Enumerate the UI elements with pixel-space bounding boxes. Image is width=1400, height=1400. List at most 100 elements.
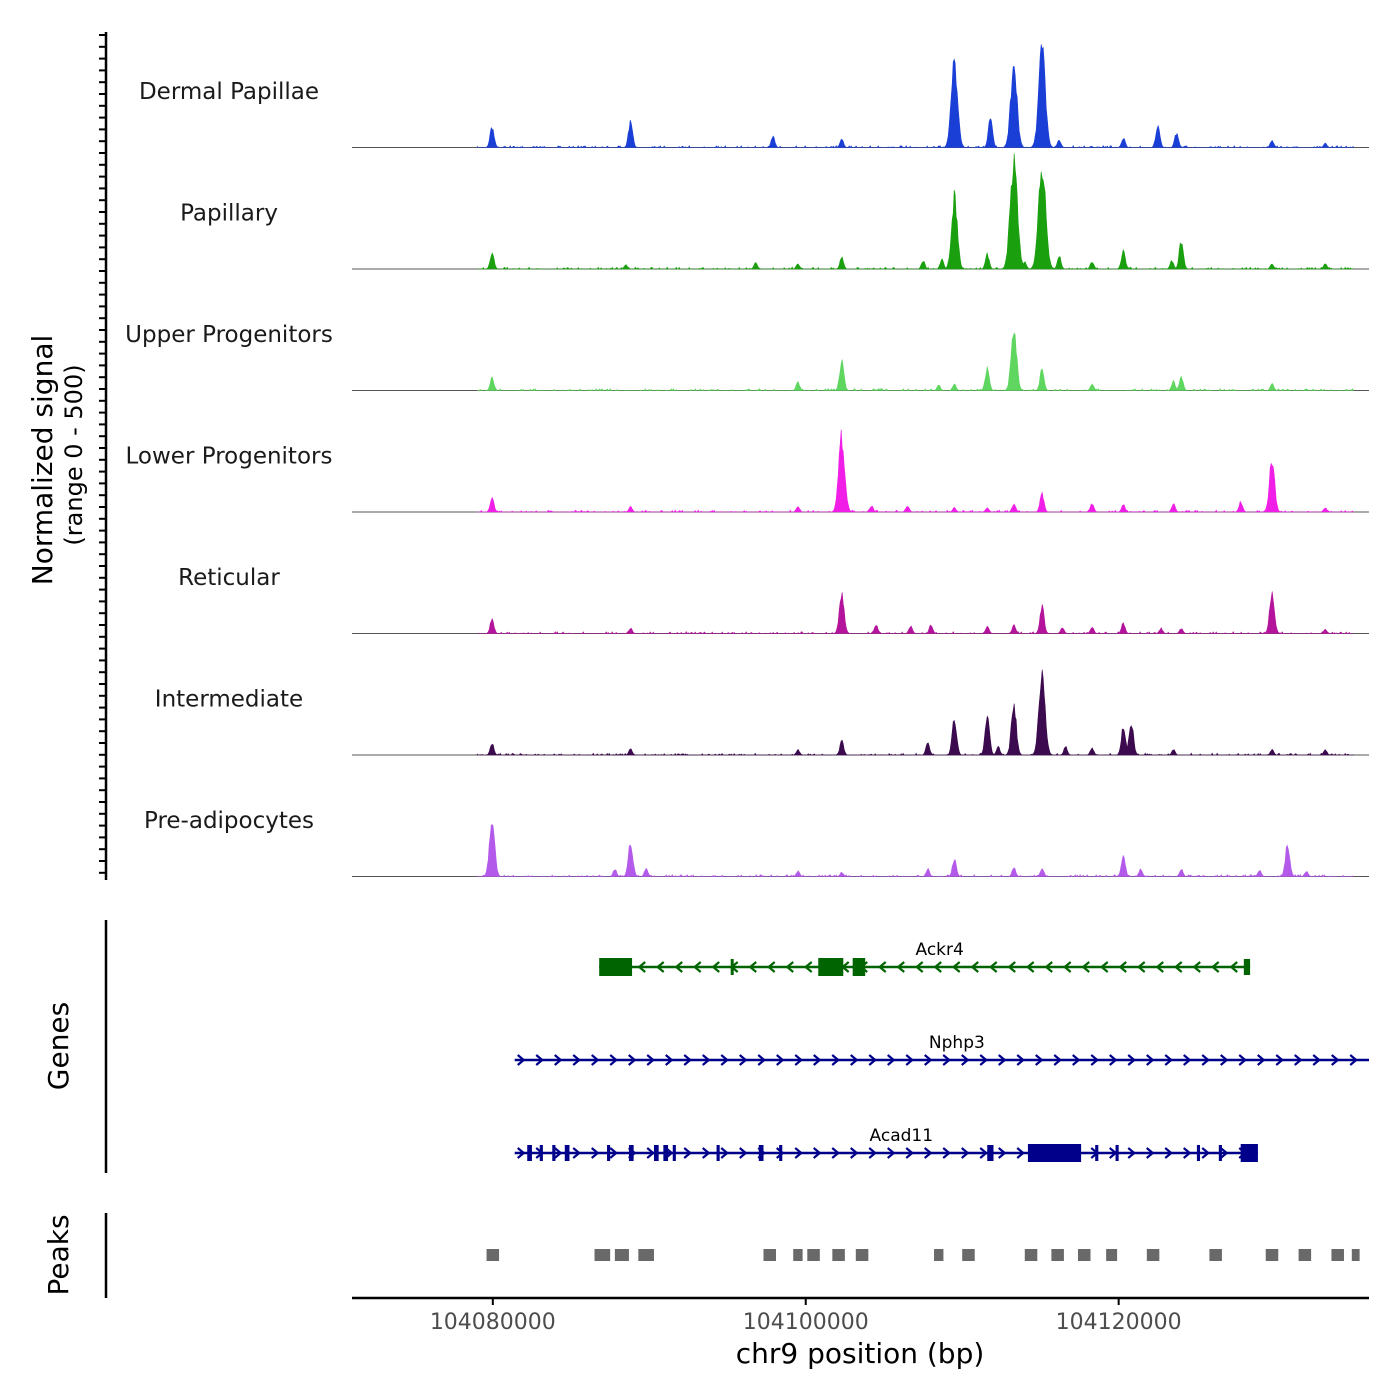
strand-arrow [1072, 1054, 1081, 1066]
peak-region [962, 1249, 975, 1261]
x-tick-label: 104120000 [1056, 1310, 1182, 1335]
exon [818, 958, 844, 976]
strand-arrow [813, 1054, 822, 1066]
strand-arrow [554, 1054, 563, 1066]
exon [539, 1145, 543, 1161]
strand-arrow [1025, 961, 1035, 973]
strand-arrow [831, 1147, 840, 1159]
strand-arrow [970, 961, 979, 973]
y-axis-title-line2: (range 0 - 500) [60, 364, 88, 545]
strand-arrow [720, 1054, 729, 1066]
signal-area [477, 332, 1354, 392]
strand-arrow [850, 1147, 859, 1159]
exon [852, 958, 866, 976]
exon [730, 959, 734, 975]
strand-arrow [591, 1054, 600, 1066]
strand-arrow [887, 1147, 896, 1159]
peak-region [793, 1249, 803, 1261]
strand-arrow [665, 1054, 674, 1066]
peak-region [1209, 1249, 1222, 1261]
peak-region [1331, 1249, 1344, 1261]
strand-arrow [896, 961, 905, 973]
peak-region [763, 1249, 777, 1261]
strand-arrow [924, 1147, 933, 1159]
strand-arrow [609, 1054, 618, 1066]
peak-region [807, 1249, 820, 1261]
exon [628, 1145, 634, 1161]
gene-acad11: Acad11 [514, 1126, 1258, 1162]
exon [987, 1145, 994, 1161]
track-label: Reticular [178, 565, 280, 591]
signal-area [477, 591, 1354, 635]
strand-arrow [1210, 961, 1220, 973]
strand-arrow [535, 1054, 544, 1066]
strand-arrow [868, 1054, 877, 1066]
signal-tracks: Dermal Papillae Papillary Upper Progenitor… [125, 44, 1369, 878]
y-axis-title-line1: Normalized signal [26, 335, 59, 586]
strand-arrow [794, 1054, 803, 1066]
strand-arrow [924, 1054, 933, 1066]
exon [552, 1145, 556, 1161]
strand-arrow [1201, 1147, 1210, 1159]
gene-label: Nphp3 [929, 1033, 985, 1053]
strand-arrow [1099, 961, 1109, 973]
peak-regions [486, 1249, 1360, 1261]
strand-arrow [1164, 1054, 1173, 1066]
track-pre-adipocytes: Pre-adipocytes [144, 808, 1369, 878]
strand-arrow [766, 961, 776, 973]
peak-region [1106, 1249, 1118, 1261]
strand-arrow [942, 1147, 951, 1159]
track-label: Upper Progenitors [125, 322, 333, 348]
peak-region [594, 1249, 611, 1261]
exon [1196, 1145, 1201, 1161]
strand-arrow [591, 1147, 600, 1159]
strand-arrow [914, 961, 924, 973]
exon [527, 1145, 532, 1161]
gene-ackr4: Ackr4 [599, 940, 1251, 976]
strand-arrow [803, 961, 813, 973]
strand-arrow [1035, 1054, 1044, 1066]
strand-arrow [1173, 961, 1183, 973]
peak-region [614, 1249, 629, 1261]
peak-region [1146, 1249, 1160, 1261]
strand-arrow [1164, 1147, 1173, 1159]
strand-arrow [1081, 961, 1090, 973]
strand-arrow [517, 1054, 526, 1066]
strand-arrow [655, 961, 665, 973]
exon [1115, 1145, 1119, 1161]
signal-area [476, 669, 1354, 756]
strand-arrow [739, 1054, 748, 1066]
strand-arrow [776, 1147, 785, 1159]
strand-arrow [1053, 1054, 1062, 1066]
x-axis-title: chr9 position (bp) [736, 1337, 985, 1370]
strand-arrow [776, 1054, 785, 1066]
strand-arrow [1016, 1054, 1025, 1066]
signal-area [477, 429, 1354, 513]
strand-arrow [1238, 1054, 1247, 1066]
strand-arrow [961, 1054, 970, 1066]
strand-arrow [1155, 961, 1164, 973]
strand-arrow [905, 1054, 914, 1066]
strand-arrow [1090, 1054, 1099, 1066]
track-intermediate: Intermediate [155, 669, 1369, 756]
gene-models: Ackr4 Nphp3 Acad11 [514, 940, 1369, 1162]
strand-arrow [1275, 1054, 1284, 1066]
peak-region [934, 1249, 944, 1261]
strand-arrow [1349, 1054, 1358, 1066]
strand-arrow [1331, 1054, 1340, 1066]
strand-arrow [1044, 961, 1053, 973]
peak-region [1351, 1249, 1360, 1261]
strand-arrow [961, 1147, 970, 1159]
strand-arrow [1183, 1054, 1192, 1066]
track-lower-progenitors: Lower Progenitors [126, 429, 1369, 513]
strand-arrow [988, 961, 998, 973]
strand-arrow [1062, 961, 1072, 973]
exon [607, 1145, 611, 1161]
strand-arrow [720, 1147, 729, 1159]
strand-arrow [748, 961, 757, 973]
strand-arrow [1016, 1147, 1025, 1159]
track-dermal-papillae: Dermal Papillae [139, 44, 1369, 149]
peak-region [638, 1249, 654, 1261]
exon [1243, 959, 1251, 975]
strand-arrow [1201, 1054, 1210, 1066]
